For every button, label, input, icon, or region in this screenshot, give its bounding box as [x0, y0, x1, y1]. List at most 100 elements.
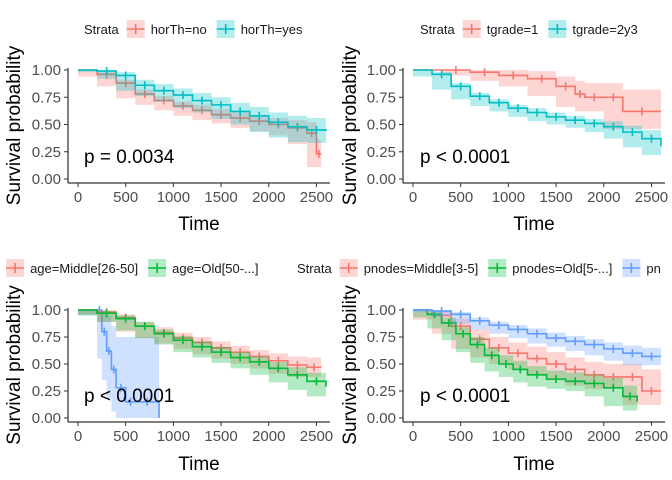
x-tick-label: 2500 — [635, 189, 668, 206]
legend-entry-label: horTh=no — [151, 22, 207, 37]
legend-title: Strata — [84, 22, 119, 37]
y-tick-label: 0.75 — [367, 89, 396, 106]
legend: Strata tgrade=1 tgrade=2y3 — [420, 20, 638, 38]
x-tick-label: 2000 — [252, 189, 285, 206]
legend-entry-label: age=Middle[26-50] — [30, 261, 138, 276]
survival-curve — [78, 309, 160, 418]
y-tick-label: 0.00 — [367, 410, 396, 427]
legend-title: Strata — [420, 22, 455, 37]
confidence-band — [78, 70, 326, 144]
y-tick-label: 0.00 — [32, 410, 61, 427]
x-tick-label: 1000 — [492, 189, 525, 206]
x-tick-label: 500 — [113, 189, 138, 206]
legend-entry-label: pn — [646, 261, 660, 276]
legend: Strata horTh=no horTh=yes — [84, 20, 303, 38]
km-panel-bottom-left: 0.00 0.25 0.50 0.75 1.00 0 500 1000 1500 2000 2500… — [4, 259, 333, 475]
y-tick-label: 0.50 — [32, 117, 61, 134]
p-value-label: p < 0.0001 — [420, 386, 510, 407]
x-tick-label: 0 — [74, 428, 82, 445]
legend-entry: tgrade=2y3 — [548, 20, 638, 38]
y-tick-label: 1.00 — [32, 302, 61, 319]
y-tick-label: 0.75 — [32, 329, 61, 346]
km-panel-top-left: 0.00 0.25 0.50 0.75 1.00 0 500 1000 1500 2000 2500… — [4, 20, 333, 235]
survival-curve — [413, 309, 661, 392]
km-panel-top-right: 0.00 0.25 0.50 0.75 1.00 0 500 1000 1500 2000 2500… — [340, 20, 668, 235]
series-tgrade=2y3 — [413, 69, 662, 156]
y-tick-label: 0.75 — [32, 89, 61, 106]
survival-curve — [413, 69, 662, 147]
x-tick-label: 2000 — [252, 428, 285, 445]
legend-entry-label: age=Old[50-...] — [172, 261, 258, 276]
x-tick-label: 1500 — [204, 428, 237, 445]
x-axis-title: Time — [178, 214, 220, 235]
x-tick-label: 1000 — [492, 428, 525, 445]
legend-entry-label: horTh=yes — [241, 22, 303, 37]
y-tick-label: 1.00 — [367, 62, 396, 79]
series-pn — [413, 307, 661, 366]
survival-curve — [413, 69, 661, 113]
x-tick-label: 500 — [448, 189, 473, 206]
legend-entry: pnodes=Middle[3-5] — [339, 259, 479, 277]
confidence-band — [78, 310, 160, 418]
x-tick-label: 2000 — [587, 189, 620, 206]
p-value-label: p < 0.0001 — [84, 386, 174, 407]
series-unlabeled-0 — [78, 306, 160, 418]
x-tick-label: 1500 — [539, 428, 572, 445]
x-tick-label: 0 — [409, 428, 417, 445]
y-tick-label: 0.25 — [32, 144, 61, 161]
y-axis-title: Survival probability — [340, 45, 361, 205]
y-tick-label: 0.25 — [32, 383, 61, 400]
y-tick-label: 0.50 — [367, 117, 396, 134]
km-panel-bottom-right: 0.00 0.25 0.50 0.75 1.00 0 500 1000 1500 2000 2500… — [297, 259, 668, 475]
legend: ataage=Middle[26-50]age=Old[50-...] — [6, 259, 259, 277]
legend-entry: age=Middle[26-50] — [6, 259, 138, 277]
legend-title: Strata — [297, 261, 332, 276]
x-tick-label: 1000 — [157, 428, 190, 445]
series-tgrade=1 — [413, 66, 661, 129]
x-tick-label: 500 — [113, 428, 138, 445]
legend-entry: horTh=no — [126, 20, 207, 38]
y-tick-label: 0.00 — [32, 171, 61, 188]
x-tick-label: 2500 — [300, 428, 333, 445]
x-tick-label: 2500 — [300, 189, 333, 206]
p-value-label: p < 0.0001 — [420, 147, 510, 168]
x-tick-label: 1500 — [539, 189, 572, 206]
x-axis-title: Time — [178, 454, 220, 475]
x-tick-label: 0 — [74, 189, 82, 206]
survival-curve — [78, 309, 327, 387]
x-tick-label: 2500 — [635, 428, 668, 445]
x-axis-title: Time — [513, 454, 555, 475]
x-tick-label: 1000 — [157, 189, 190, 206]
y-tick-label: 1.00 — [367, 302, 396, 319]
legend: Strata pnodes=Middle[3-5] pnodes=Old[5-...… — [297, 259, 661, 277]
legend-entry-label: tgrade=2y3 — [572, 22, 637, 37]
y-tick-label: 0.50 — [367, 356, 396, 373]
p-value-label: p = 0.0034 — [84, 147, 175, 168]
survival-curve — [413, 309, 638, 402]
series-pnodes=Old[5-...] — [413, 309, 638, 411]
legend-entry: horTh=yes — [216, 20, 303, 38]
x-axis-title: Time — [513, 214, 555, 235]
confidence-band — [413, 70, 661, 129]
legend-entry-label: pnodes=Middle[3-5] — [364, 261, 479, 276]
legend-entry-label: tgrade=1 — [487, 22, 539, 37]
y-axis-title: Survival probability — [4, 285, 25, 445]
y-tick-label: 0.50 — [32, 356, 61, 373]
x-tick-label: 500 — [448, 428, 473, 445]
x-tick-label: 0 — [409, 189, 417, 206]
legend-entry: pn — [622, 259, 661, 277]
confidence-band — [413, 310, 638, 411]
survival-curve — [78, 69, 327, 132]
y-tick-label: 0.25 — [367, 383, 396, 400]
y-tick-label: 0.25 — [367, 144, 396, 161]
confidence-band — [78, 310, 326, 397]
y-tick-label: 1.00 — [32, 62, 61, 79]
x-tick-label: 1500 — [204, 189, 237, 206]
series-horTh=yes — [78, 67, 327, 144]
x-tick-label: 2000 — [587, 428, 620, 445]
y-tick-label: 0.75 — [367, 329, 396, 346]
legend-entry: tgrade=1 — [462, 20, 539, 38]
y-axis-title: Survival probability — [340, 285, 361, 445]
y-axis-title: Survival probability — [4, 45, 25, 205]
